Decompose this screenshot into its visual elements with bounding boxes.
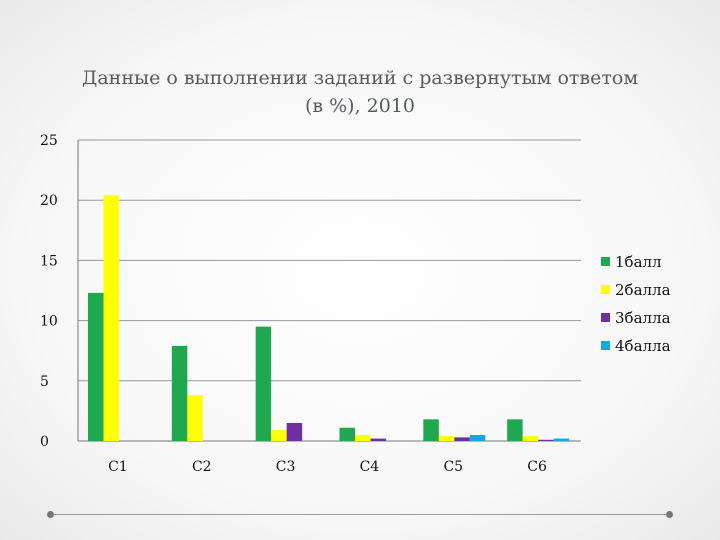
legend-label: 1балл — [615, 253, 662, 271]
legend-label: 3балла — [615, 309, 671, 327]
x-tick-label: С2 — [192, 459, 212, 475]
y-tick-label: 5 — [40, 374, 49, 390]
bar-2балла-С4 — [355, 434, 371, 441]
y-tick-label: 0 — [40, 434, 49, 450]
gridlines — [77, 139, 581, 442]
bar-1балл-С3 — [255, 326, 272, 441]
bar-3балла-С5 — [454, 437, 470, 441]
bar-1балл-С2 — [171, 345, 188, 441]
y-tick-label: 20 — [40, 193, 58, 209]
legend-swatch — [601, 313, 610, 322]
chart-title-line-2: (в %), 2010 — [304, 95, 416, 117]
bar-2балла-С5 — [438, 436, 455, 441]
legend: 1балл 2балла 3балла 4балла — [601, 253, 671, 355]
x-tick-label: С3 — [276, 459, 296, 475]
frame-left-dot — [47, 511, 54, 518]
bar-4балла-С5 — [469, 434, 486, 441]
frame-bottom-line — [50, 514, 670, 515]
bar-2балла-С6 — [522, 436, 539, 441]
bar-3балла-С4 — [370, 438, 386, 441]
bars — [88, 195, 570, 441]
bar-1балл-С1 — [88, 292, 104, 441]
y-tick-label: 25 — [40, 133, 58, 149]
bar-2балла-С1 — [103, 195, 119, 441]
y-axis-ticks: 0 5 10 15 20 25 — [40, 133, 58, 450]
legend-label: 4балла — [615, 337, 671, 355]
legend-swatch — [601, 341, 610, 350]
bar-2балла-С2 — [187, 395, 203, 441]
bar-4балла-С6 — [553, 438, 570, 441]
bar-3балла-С3 — [286, 422, 303, 441]
bar-1балл-С4 — [339, 427, 355, 441]
chart-title-line-1: Данные о выполнении заданий с развернуты… — [81, 67, 639, 89]
x-tick-label: С6 — [527, 459, 547, 475]
x-tick-label: С4 — [360, 459, 380, 475]
x-tick-label: С1 — [108, 459, 128, 475]
bar-2балла-С3 — [271, 430, 287, 441]
x-tick-label: С5 — [443, 459, 463, 475]
x-axis-ticks: С1 С2 С3 С4 С5 С6 — [108, 459, 547, 475]
frame-right-dot — [666, 511, 673, 518]
legend-swatch — [601, 257, 610, 266]
chart-title: Данные о выполнении заданий с развернуты… — [40, 64, 680, 120]
y-tick-label: 10 — [40, 314, 58, 330]
bar-1балл-С5 — [423, 419, 439, 441]
y-tick-label: 15 — [40, 253, 58, 269]
bar-1балл-С6 — [507, 419, 523, 441]
legend-label: 2балла — [615, 281, 671, 299]
bar-3балла-С6 — [538, 439, 554, 441]
legend-swatch — [601, 285, 610, 294]
